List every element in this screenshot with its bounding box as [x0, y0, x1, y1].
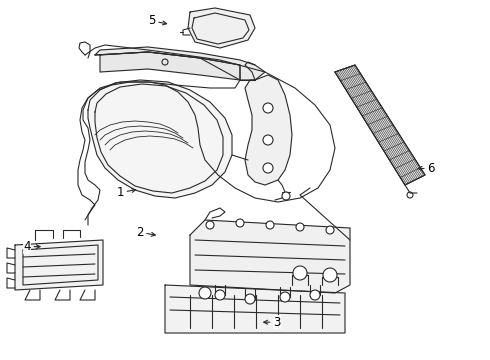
Polygon shape: [188, 8, 255, 48]
Circle shape: [215, 290, 225, 300]
Text: 5: 5: [148, 14, 167, 27]
Polygon shape: [95, 47, 265, 80]
Circle shape: [236, 219, 244, 227]
Circle shape: [245, 294, 255, 304]
Polygon shape: [165, 285, 345, 333]
Text: 3: 3: [264, 316, 281, 329]
Circle shape: [206, 221, 214, 229]
Circle shape: [263, 103, 273, 113]
Circle shape: [282, 192, 290, 200]
Circle shape: [263, 163, 273, 173]
Text: 6: 6: [418, 162, 435, 175]
Circle shape: [310, 290, 320, 300]
Circle shape: [280, 292, 290, 302]
Polygon shape: [100, 52, 240, 80]
Polygon shape: [245, 75, 292, 185]
Circle shape: [326, 226, 334, 234]
Polygon shape: [335, 65, 425, 185]
Polygon shape: [88, 80, 232, 198]
Polygon shape: [322, 277, 338, 285]
Text: 2: 2: [136, 226, 155, 239]
Text: 4: 4: [23, 240, 40, 253]
Polygon shape: [15, 240, 103, 290]
Polygon shape: [190, 220, 350, 293]
Circle shape: [296, 223, 304, 231]
Circle shape: [199, 287, 211, 299]
Circle shape: [323, 268, 337, 282]
Circle shape: [263, 135, 273, 145]
Circle shape: [293, 266, 307, 280]
Text: 1: 1: [116, 186, 136, 199]
Circle shape: [266, 221, 274, 229]
Polygon shape: [292, 275, 308, 285]
